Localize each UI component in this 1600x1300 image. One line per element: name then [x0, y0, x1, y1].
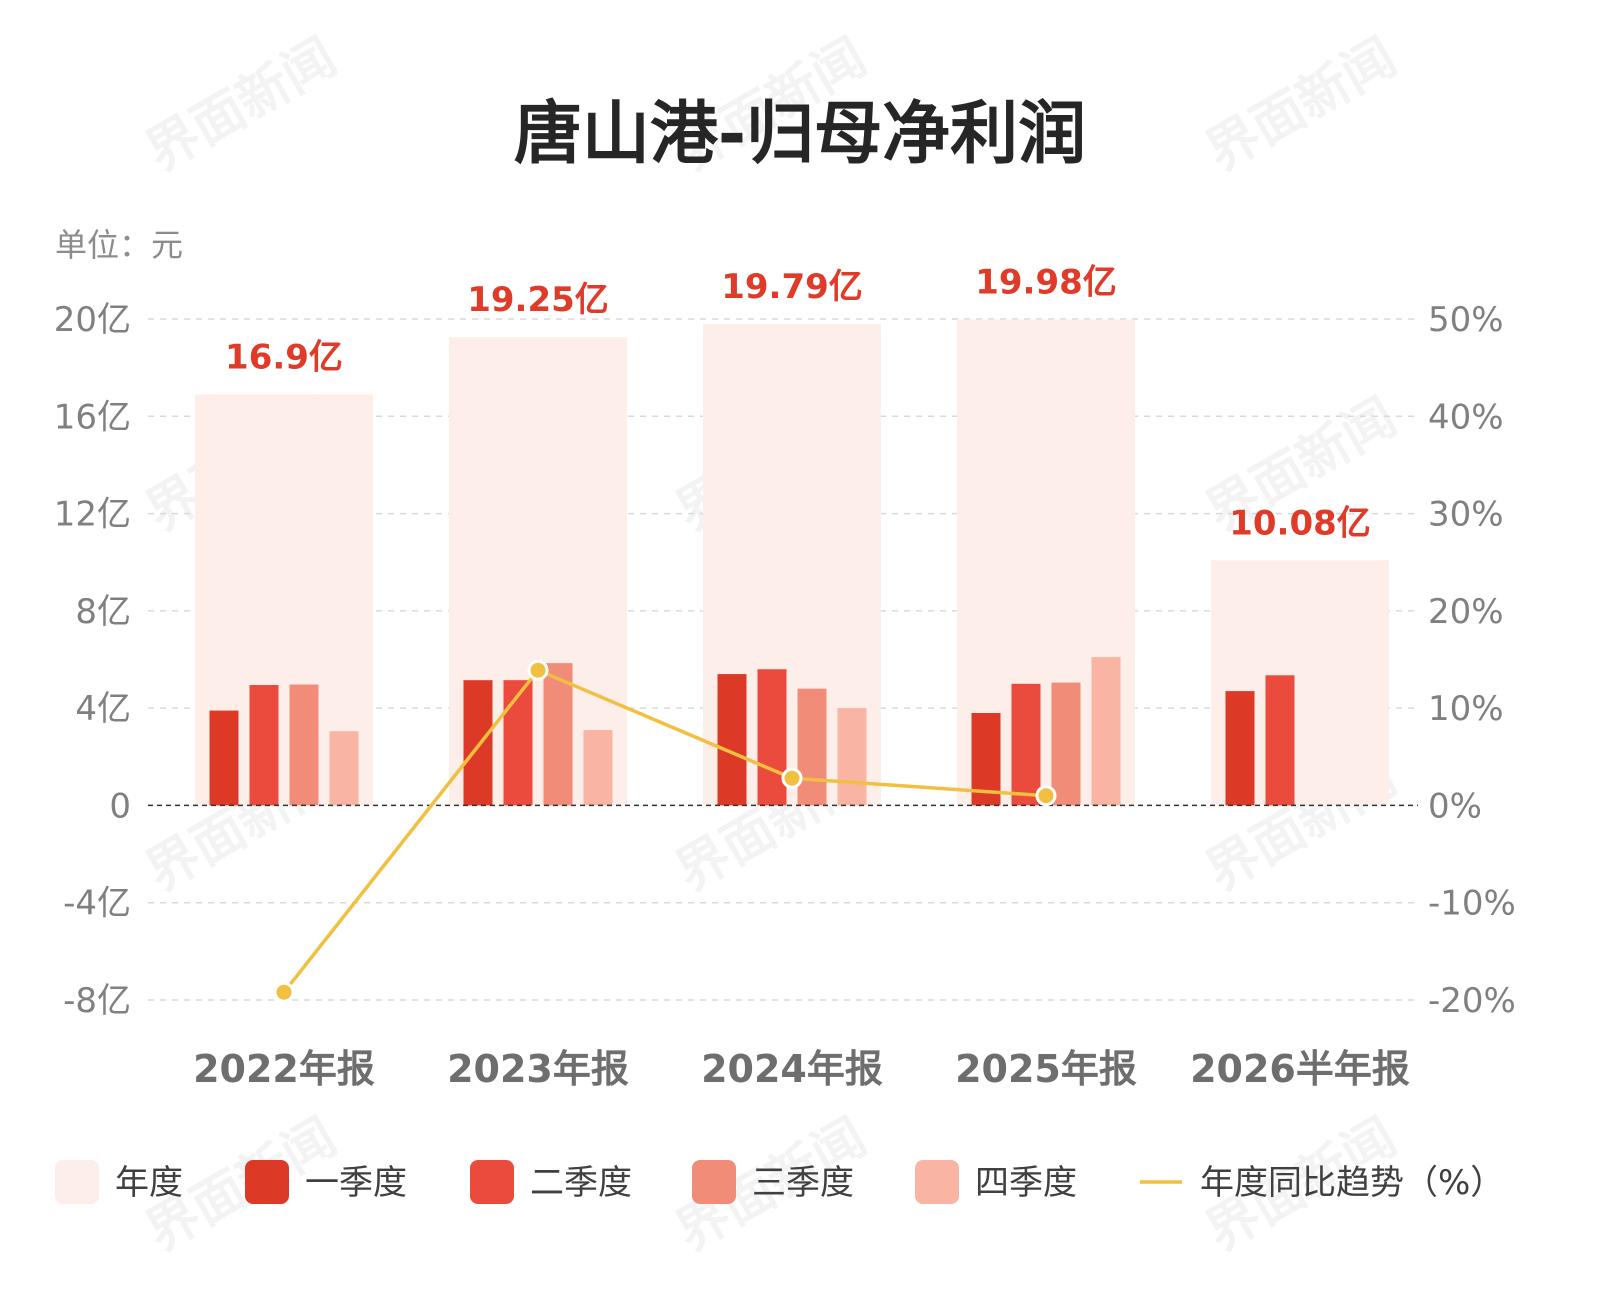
x-tick-label: 2023年报: [447, 1047, 629, 1091]
quarter-bar: [797, 688, 827, 806]
left-tick-label: 20亿: [54, 300, 131, 340]
legend-item: 四季度: [915, 1160, 1077, 1204]
quarter-bar: [1011, 683, 1041, 806]
left-tick-label: -8亿: [63, 981, 131, 1021]
legend-swatch: [55, 1160, 99, 1204]
legend-item: 一季度: [245, 1160, 407, 1204]
gridlines: [148, 318, 1418, 1001]
legend-swatch: [245, 1160, 289, 1204]
annual-bars: [195, 319, 1389, 806]
legend-label: 年度: [115, 1163, 183, 1203]
legend-label: 四季度: [975, 1163, 1077, 1203]
annual-value-label: 16.9亿: [225, 337, 343, 377]
legend-label: 三季度: [752, 1163, 854, 1203]
legend-label: 二季度: [530, 1163, 632, 1203]
right-tick-label: -10%: [1428, 884, 1516, 924]
legend-item: 年度: [55, 1160, 183, 1204]
right-tick-label: 50%: [1428, 300, 1504, 340]
legend-swatch: [470, 1160, 514, 1204]
quarter-bar: [583, 730, 613, 806]
legend: 年度 一季度 二季度 三季度 四季度 年度同比趋势（%）: [55, 1160, 1504, 1204]
trend-polyline: [282, 668, 1047, 994]
quarter-bars: [209, 657, 1295, 806]
quarter-bar: [1091, 657, 1121, 806]
chart-title: 唐山港-归母净利润: [514, 95, 1086, 174]
annual-value-label: 19.79亿: [721, 267, 863, 307]
right-tick-label: 40%: [1428, 397, 1504, 437]
x-tick-label: 2026半年报: [1190, 1047, 1410, 1091]
watermark-text: 界面新闻: [136, 27, 346, 183]
trend-point: [781, 767, 803, 789]
left-tick-label: 8亿: [75, 592, 131, 632]
left-tick-label: 0: [109, 786, 131, 826]
annual-value-label: 19.98亿: [975, 262, 1117, 302]
annual-value-label: 19.25亿: [467, 280, 609, 320]
quarter-bar: [543, 663, 573, 806]
quarter-bar: [209, 710, 239, 806]
legend-item: 二季度: [470, 1160, 632, 1204]
left-tick-label: 16亿: [54, 397, 131, 437]
quarter-bar: [1225, 691, 1255, 806]
left-axis: -8亿 -4亿 0 4亿 8亿 12亿 16亿 20亿: [54, 300, 131, 1021]
unit-label: 单位：元: [55, 226, 183, 264]
x-tick-label: 2025年报: [955, 1047, 1137, 1091]
legend-swatch: [692, 1160, 736, 1204]
annual-value-labels: 16.9亿 19.25亿 19.79亿 19.98亿 10.08亿: [225, 262, 1371, 543]
trend-point: [273, 981, 295, 1003]
x-tick-label: 2024年报: [701, 1047, 883, 1091]
right-tick-label: 0%: [1428, 786, 1482, 826]
right-tick-label: 10%: [1428, 689, 1504, 729]
right-axis: -20% -10% 0% 10% 20% 30% 40% 50%: [1428, 300, 1516, 1021]
right-tick-label: -20%: [1428, 981, 1516, 1021]
trend-point: [527, 659, 549, 681]
quarter-bar: [249, 685, 279, 806]
right-tick-label: 20%: [1428, 592, 1504, 632]
legend-label: 年度同比趋势（%）: [1200, 1163, 1504, 1203]
legend-item: 年度同比趋势（%）: [1140, 1163, 1504, 1203]
trend-point: [1035, 785, 1057, 807]
quarter-bar: [1051, 682, 1081, 806]
x-axis: 2022年报 2023年报 2024年报 2025年报 2026半年报: [193, 1047, 1410, 1091]
annual-value-label: 10.08亿: [1229, 503, 1371, 543]
quarter-bar: [289, 684, 319, 806]
legend-swatch: [915, 1160, 959, 1204]
legend-item: 三季度: [692, 1160, 854, 1204]
quarter-bar: [503, 680, 533, 806]
legend-label: 一季度: [305, 1163, 407, 1203]
trend-line: [273, 659, 1057, 1003]
watermark-text: 界面新闻: [1196, 27, 1406, 183]
left-tick-label: 12亿: [54, 495, 131, 535]
quarter-bar: [1265, 675, 1295, 806]
x-tick-label: 2022年报: [193, 1047, 375, 1091]
quarter-bar: [329, 731, 359, 806]
right-tick-label: 30%: [1428, 495, 1504, 535]
quarter-bar: [757, 669, 787, 806]
left-tick-label: -4亿: [63, 884, 131, 924]
left-tick-label: 4亿: [75, 689, 131, 729]
quarter-bar: [837, 708, 867, 806]
quarter-bar: [717, 674, 747, 806]
quarter-bar: [463, 680, 493, 806]
